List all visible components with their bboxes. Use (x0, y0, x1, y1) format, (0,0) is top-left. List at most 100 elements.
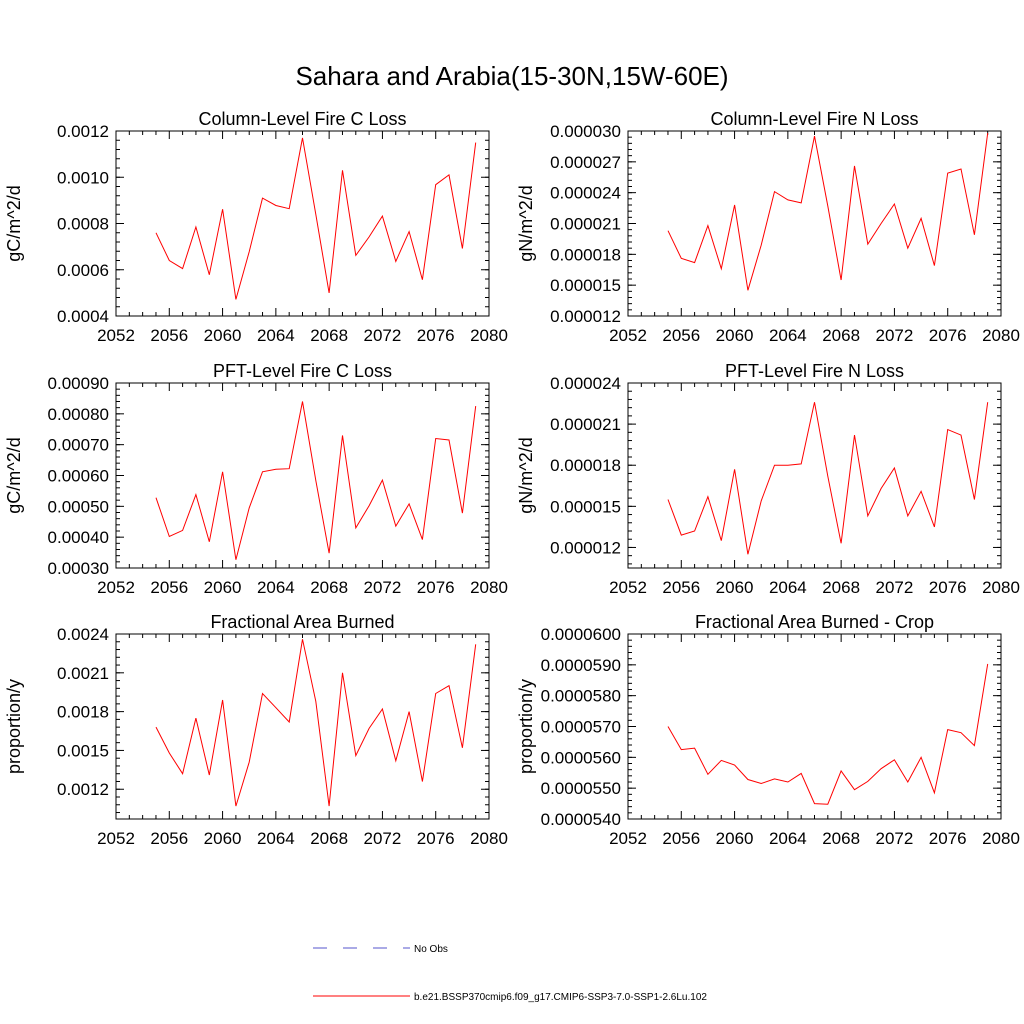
x-tick-label: 2072 (364, 578, 402, 597)
x-tick-label: 2080 (470, 829, 508, 848)
plot-frame (115, 633, 490, 820)
series-line (667, 402, 989, 555)
x-tick-label: 2060 (204, 578, 242, 597)
x-tick-label: 2080 (470, 578, 508, 597)
y-axis-label: gN/m^2/d (516, 437, 536, 513)
y-tick-label: 0.00050 (48, 497, 109, 516)
x-tick-label: 2056 (662, 578, 700, 597)
x-tick-label: 2068 (822, 578, 860, 597)
y-tick-label: 0.0008 (57, 215, 109, 234)
series-line (667, 663, 989, 805)
y-tick-label: 0.000018 (550, 456, 621, 475)
y-tick-label: 0.0021 (57, 664, 109, 683)
y-tick-label: 0.000027 (550, 153, 621, 172)
y-tick-label: 0.000012 (550, 538, 621, 557)
y-tick-label: 0.0006 (57, 261, 109, 280)
x-tick-label: 2072 (364, 326, 402, 345)
x-tick-label: 2072 (876, 578, 914, 597)
x-tick-label: 2076 (929, 326, 967, 345)
x-tick-label: 2076 (417, 829, 455, 848)
y-axis-label: proportion/y (4, 679, 24, 774)
x-tick-label: 2064 (257, 326, 295, 345)
series-line (155, 137, 477, 300)
panel-title: Column-Level Fire C Loss (198, 109, 406, 129)
chart-panel: Fractional Area Burned - Crop proportion/… (516, 612, 1020, 848)
x-tick-label: 2068 (310, 829, 348, 848)
panel-title: PFT-Level Fire N Loss (725, 361, 904, 381)
x-tick-label: 2060 (716, 326, 754, 345)
x-tick-label: 2056 (150, 578, 188, 597)
x-tick-label: 2052 (97, 578, 135, 597)
panel-title: Fractional Area Burned - Crop (695, 612, 934, 632)
y-tick-label: 0.00040 (48, 528, 109, 547)
chart-panel: PFT-Level Fire N Loss gN/m^2/d 2052 2056 206… (516, 361, 1020, 597)
x-tick-label: 2060 (716, 829, 754, 848)
x-tick-label: 2080 (982, 326, 1020, 345)
x-tick-label: 2072 (876, 326, 914, 345)
x-tick-label: 2076 (417, 326, 455, 345)
y-tick-label: 0.0012 (57, 122, 109, 141)
y-tick-label: 0.000021 (550, 215, 621, 234)
y-tick-label: 0.00080 (48, 405, 109, 424)
y-tick-label: 0.000015 (550, 497, 621, 516)
legend-label-model-run: b.e21.BSSP370cmip6.f09_g17.CMIP6-SSP3-7.… (414, 992, 707, 1003)
y-tick-label: 0.000030 (550, 122, 621, 141)
y-axis-label: gC/m^2/d (4, 437, 24, 513)
y-tick-label: 0.0000590 (541, 656, 621, 675)
y-tick-label: 0.000012 (550, 307, 621, 326)
x-tick-label: 2060 (716, 578, 754, 597)
x-tick-label: 2064 (257, 578, 295, 597)
chart-panel: PFT-Level Fire C Loss gC/m^2/d 2052 2056 206… (4, 361, 508, 597)
x-tick-label: 2056 (662, 829, 700, 848)
plot-frame (115, 130, 490, 317)
plot-frame (115, 382, 490, 569)
y-tick-label: 0.0012 (57, 780, 109, 799)
panel-title: PFT-Level Fire C Loss (213, 361, 392, 381)
y-tick-label: 0.0004 (57, 307, 109, 326)
y-tick-label: 0.0018 (57, 703, 109, 722)
panels-container: Column-Level Fire C Loss gC/m^2/d 2052 2056… (4, 109, 1020, 848)
x-tick-label: 2080 (982, 578, 1020, 597)
x-tick-label: 2052 (97, 829, 135, 848)
figure-title: Sahara and Arabia(15-30N,15W-60E) (295, 61, 728, 91)
y-tick-label: 0.00090 (48, 374, 109, 393)
y-tick-label: 0.0024 (57, 625, 109, 644)
plot-frame (627, 633, 1002, 820)
panel-title: Fractional Area Burned (210, 612, 394, 632)
chart-panel: Column-Level Fire C Loss gC/m^2/d 2052 2056… (4, 109, 508, 345)
x-tick-label: 2068 (822, 829, 860, 848)
x-tick-label: 2060 (204, 829, 242, 848)
x-tick-label: 2056 (150, 326, 188, 345)
series-line (155, 639, 477, 807)
x-tick-label: 2076 (417, 578, 455, 597)
y-tick-label: 0.000015 (550, 276, 621, 295)
y-tick-label: 0.0000550 (541, 779, 621, 798)
y-tick-label: 0.000021 (550, 415, 621, 434)
x-tick-label: 2064 (769, 326, 807, 345)
legend: No Obs b.e21.BSSP370cmip6.f09_g17.CMIP6-… (313, 944, 707, 1003)
y-tick-label: 0.0000580 (541, 687, 621, 706)
y-axis-label: proportion/y (516, 679, 536, 774)
y-axis-label: gN/m^2/d (516, 185, 536, 261)
x-tick-label: 2068 (822, 326, 860, 345)
y-tick-label: 0.000024 (550, 184, 621, 203)
x-tick-label: 2064 (769, 829, 807, 848)
x-tick-label: 2076 (929, 829, 967, 848)
y-tick-label: 0.00030 (48, 559, 109, 578)
y-tick-label: 0.00060 (48, 467, 109, 486)
y-tick-label: 0.0015 (57, 741, 109, 760)
x-tick-label: 2080 (470, 326, 508, 345)
chart-panel: Column-Level Fire N Loss gN/m^2/d 2052 2056… (516, 109, 1020, 345)
x-tick-label: 2064 (257, 829, 295, 848)
x-tick-label: 2060 (204, 326, 242, 345)
x-tick-label: 2052 (609, 578, 647, 597)
x-tick-label: 2056 (150, 829, 188, 848)
x-tick-label: 2076 (929, 578, 967, 597)
x-tick-label: 2052 (609, 326, 647, 345)
y-tick-label: 0.00070 (48, 436, 109, 455)
x-tick-label: 2052 (609, 829, 647, 848)
panel-title: Column-Level Fire N Loss (710, 109, 918, 129)
y-axis-label: gC/m^2/d (4, 185, 24, 261)
plot-frame (627, 130, 1002, 317)
